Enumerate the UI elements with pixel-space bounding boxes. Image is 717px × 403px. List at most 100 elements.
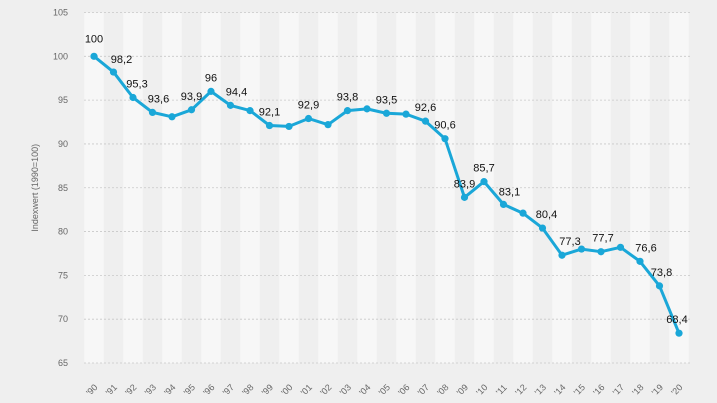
data-point xyxy=(421,117,430,125)
data-point xyxy=(324,121,332,129)
data-label: 92,1 xyxy=(259,107,280,119)
data-label: 76,6 xyxy=(635,242,656,254)
data-label: 93,8 xyxy=(337,92,358,104)
data-labels: 100 98,2 95,393,6 93,996 94,4 92,1 92,9 93,8 93,… xyxy=(85,33,688,326)
data-point xyxy=(460,193,469,201)
x-tick-label: '04 xyxy=(357,382,372,397)
data-label: 73,8 xyxy=(651,267,672,279)
x-tick-label: '91 xyxy=(104,382,119,397)
x-tick-label: '17 xyxy=(611,382,626,397)
x-tick-label: '13 xyxy=(533,382,548,397)
data-point xyxy=(246,107,254,115)
x-tick-label: '93 xyxy=(143,382,158,397)
x-axis-ticks: '90 '91 '92 '93 '94 '95 '96 '97 '98 '99 '00 '01 '02 '… xyxy=(84,382,684,397)
y-tick-label: 80 xyxy=(58,227,68,237)
data-point xyxy=(187,106,196,114)
column-band xyxy=(357,12,377,363)
data-label: 98,2 xyxy=(111,54,132,66)
y-tick-label: 95 xyxy=(58,95,68,105)
data-label: 94,4 xyxy=(226,86,247,98)
data-label: 92,9 xyxy=(298,100,319,112)
y-axis-ticks: 65 70 75 80 85 90 95 100 105 xyxy=(53,8,68,369)
x-tick-label: '09 xyxy=(455,382,470,397)
x-tick-label: '19 xyxy=(650,382,665,397)
data-label: 85,7 xyxy=(473,163,494,175)
data-label: 77,3 xyxy=(559,236,580,248)
x-tick-label: '10 xyxy=(474,382,489,397)
x-tick-label: '94 xyxy=(162,382,177,397)
y-tick-label: 75 xyxy=(58,270,68,280)
y-tick-label: 90 xyxy=(58,139,68,149)
x-tick-label: '99 xyxy=(260,382,275,397)
x-tick-label: '90 xyxy=(84,382,99,397)
x-tick-label: '01 xyxy=(299,382,314,397)
x-tick-label: '97 xyxy=(221,382,236,397)
x-tick-label: '03 xyxy=(338,382,353,397)
x-tick-label: '95 xyxy=(182,382,197,397)
x-tick-label: '00 xyxy=(279,382,294,397)
data-point xyxy=(109,68,118,76)
x-tick-label: '11 xyxy=(494,382,509,397)
column-band xyxy=(669,12,689,363)
y-tick-label: 70 xyxy=(58,314,68,324)
data-point xyxy=(636,257,644,265)
x-tick-label: '92 xyxy=(123,382,138,397)
data-point xyxy=(577,245,586,253)
data-point xyxy=(207,87,215,95)
data-label: 83,9 xyxy=(454,178,475,190)
data-label: 83,1 xyxy=(499,186,520,198)
x-tick-label: '06 xyxy=(396,382,411,397)
data-point xyxy=(129,93,137,102)
x-tick-label: '14 xyxy=(552,382,567,397)
y-tick-label: 85 xyxy=(58,183,68,193)
data-points xyxy=(90,52,683,337)
data-point xyxy=(402,110,410,118)
data-point xyxy=(675,329,683,337)
y-tick-label: 100 xyxy=(53,51,68,61)
data-label: 68,4 xyxy=(666,314,687,326)
data-point xyxy=(226,101,235,109)
y-axis-label: Indexwert (1990=100) xyxy=(30,144,40,232)
data-point xyxy=(90,52,98,60)
data-point xyxy=(616,243,625,251)
data-point xyxy=(519,209,527,217)
data-point xyxy=(441,135,449,143)
data-label: 95,3 xyxy=(126,78,147,90)
data-point xyxy=(363,105,371,113)
data-label: 93,5 xyxy=(376,94,397,106)
data-point xyxy=(655,282,664,290)
data-point xyxy=(304,114,313,123)
data-label: 93,9 xyxy=(181,91,202,103)
data-point xyxy=(382,109,391,117)
data-label: 80,4 xyxy=(536,209,557,221)
data-label: 77,7 xyxy=(592,233,613,245)
data-label: 96 xyxy=(205,72,217,84)
x-tick-label: '05 xyxy=(377,382,392,397)
data-label: 100 xyxy=(85,33,103,45)
x-tick-label: '16 xyxy=(591,382,606,397)
x-tick-label: '96 xyxy=(201,382,216,397)
x-tick-label: '20 xyxy=(669,382,684,397)
y-tick-label: 65 xyxy=(58,358,68,368)
data-point xyxy=(265,121,274,130)
x-tick-label: '12 xyxy=(513,382,528,397)
data-point xyxy=(148,108,157,116)
data-label: 92,6 xyxy=(415,102,436,114)
x-tick-label: '15 xyxy=(572,382,587,397)
column-band xyxy=(513,12,533,363)
data-point xyxy=(558,251,566,259)
column-bands xyxy=(84,12,689,363)
data-point xyxy=(285,122,293,131)
data-point xyxy=(168,113,176,121)
x-tick-label: '07 xyxy=(416,382,431,397)
data-point xyxy=(499,200,508,208)
x-tick-label: '18 xyxy=(630,382,645,397)
x-tick-label: '98 xyxy=(240,382,255,397)
data-point xyxy=(597,248,605,256)
y-tick-label: 105 xyxy=(53,8,68,18)
x-tick-label: '02 xyxy=(318,382,333,397)
data-point xyxy=(343,107,352,115)
gridlines xyxy=(84,12,690,364)
